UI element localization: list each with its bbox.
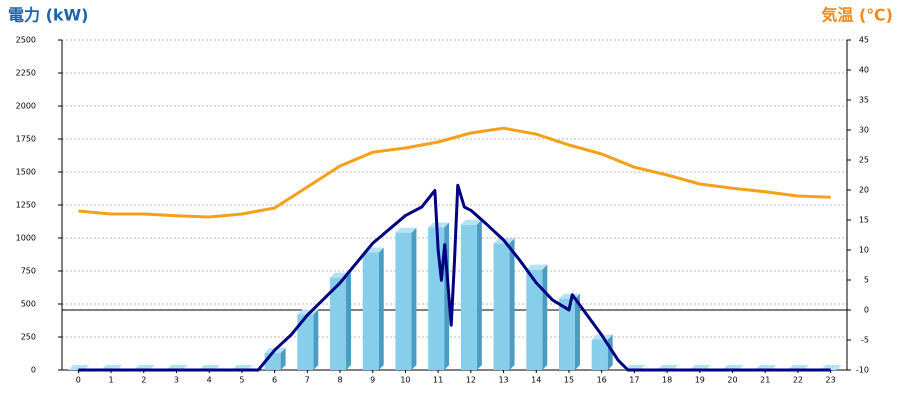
y2-tick-label: 20 [859, 186, 869, 195]
bar-side [509, 238, 515, 370]
y-tick-label: 1000 [16, 234, 36, 243]
x-tick-label: 11 [433, 376, 443, 385]
bar-side [411, 227, 417, 370]
bar [297, 314, 314, 370]
x-tick-label: 17 [629, 376, 639, 385]
y-tick-label: 2500 [16, 36, 36, 45]
bar-top [460, 219, 482, 225]
y2-tick-label: -10 [856, 366, 869, 375]
x-tick-label: 6 [272, 376, 277, 385]
y2-tick-label: -5 [861, 336, 869, 345]
x-tick-label: 15 [564, 376, 574, 385]
y2-tick-label: 25 [859, 156, 869, 165]
bar-side [542, 264, 548, 370]
x-tick-label: 13 [498, 376, 508, 385]
bar [395, 232, 412, 370]
bar-side [346, 272, 352, 370]
x-tick-label: 3 [174, 376, 179, 385]
y-tick-label: 2250 [16, 69, 36, 78]
bar-top [526, 264, 548, 270]
y-tick-label: 1250 [16, 201, 36, 210]
x-tick-label: 9 [370, 376, 375, 385]
x-tick-label: 23 [826, 376, 836, 385]
line [78, 183, 831, 372]
x-tick-label: 4 [207, 376, 212, 385]
x-tick-label: 0 [76, 376, 81, 385]
y-tick-label: 250 [21, 333, 36, 342]
bar-top [395, 227, 417, 233]
y2-axis-title: 気温 (℃) [821, 6, 893, 25]
x-tick-label: 5 [239, 376, 244, 385]
bar [330, 277, 347, 370]
x-tick-label: 22 [793, 376, 803, 385]
y2-tick-label: 5 [864, 276, 869, 285]
bar-side [313, 309, 319, 370]
x-tick-label: 14 [531, 376, 541, 385]
y-axis-title: 電力 (kW) [8, 6, 89, 25]
y2-tick-label: 30 [859, 126, 869, 135]
bar-side [476, 219, 482, 370]
bar-side [378, 247, 384, 370]
x-tick-label: 19 [695, 376, 705, 385]
x-tick-label: 10 [400, 376, 410, 385]
bar [591, 339, 608, 370]
x-tick-label: 16 [597, 376, 607, 385]
y-tick-label: 750 [21, 267, 36, 276]
bar [526, 269, 543, 370]
y2-tick-label: 10 [859, 246, 869, 255]
bar-top [428, 222, 450, 228]
bar-side [280, 347, 286, 370]
bar [493, 243, 510, 370]
bar [362, 252, 379, 370]
x-tick-label: 20 [727, 376, 737, 385]
bar [428, 227, 445, 370]
x-tick-label: 21 [760, 376, 770, 385]
y2-tick-label: 45 [859, 36, 869, 45]
y2-tick-label: 35 [859, 96, 869, 105]
x-tick-label: 7 [305, 376, 310, 385]
y-tick-label: 0 [31, 366, 36, 375]
y2-tick-label: 0 [864, 306, 869, 315]
y-tick-label: 1500 [16, 168, 36, 177]
y-tick-label: 2000 [16, 102, 36, 111]
x-tick-label: 1 [109, 376, 114, 385]
x-tick-label: 18 [662, 376, 672, 385]
bar [558, 298, 575, 370]
y-tick-label: 1750 [16, 135, 36, 144]
bar-side [574, 293, 580, 370]
x-tick-label: 2 [141, 376, 146, 385]
x-tick-label: 12 [466, 376, 476, 385]
line [78, 126, 831, 219]
x-tick-label: 8 [337, 376, 342, 385]
bar [460, 224, 477, 370]
y2-tick-label: 40 [859, 66, 869, 75]
y2-tick-label: 15 [859, 216, 869, 225]
y-tick-label: 500 [21, 300, 36, 309]
